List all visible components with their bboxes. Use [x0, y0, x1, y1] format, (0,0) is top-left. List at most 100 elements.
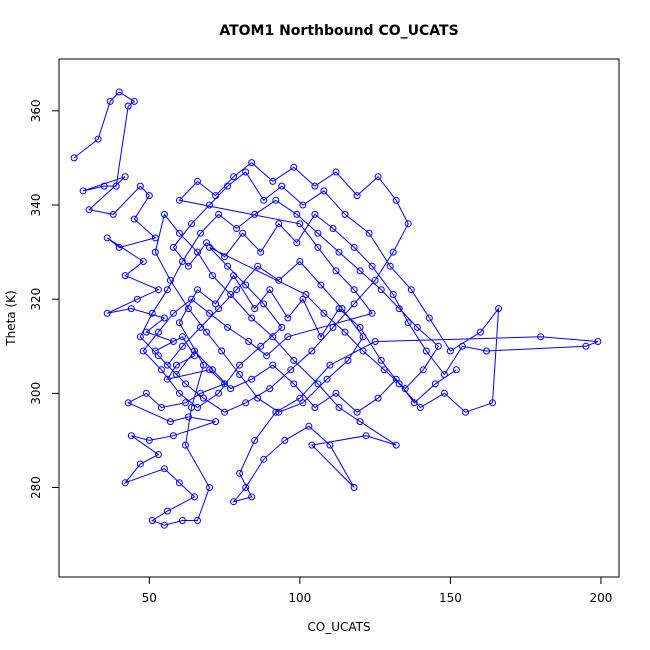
- data-point: [266, 385, 274, 393]
- data-point: [278, 323, 286, 331]
- data-point: [212, 192, 220, 200]
- data-point: [404, 319, 412, 327]
- data-point: [284, 314, 292, 322]
- data-point: [230, 498, 238, 506]
- data-point: [477, 328, 484, 336]
- data-point: [410, 399, 418, 407]
- data-point: [166, 418, 174, 426]
- data-point: [169, 432, 177, 440]
- data-point: [121, 479, 129, 487]
- data-point: [85, 206, 93, 214]
- data-point: [127, 305, 135, 313]
- data-point: [594, 338, 602, 345]
- data-point: [121, 173, 129, 181]
- data-point: [121, 272, 129, 280]
- data-point: [70, 154, 78, 162]
- data-point: [371, 338, 379, 345]
- x-tick-label: 200: [589, 591, 612, 605]
- x-tick-label: 100: [288, 591, 311, 605]
- data-point: [350, 300, 358, 308]
- data-point: [407, 286, 415, 294]
- data-point: [275, 220, 283, 228]
- data-point: [329, 225, 337, 232]
- x-axis-label: CO_UCATS: [307, 620, 370, 634]
- data-point: [272, 196, 280, 204]
- data-point: [462, 408, 469, 416]
- data-point: [299, 201, 307, 209]
- data-point: [326, 361, 334, 369]
- data-point: [209, 366, 216, 374]
- data-point: [145, 436, 153, 444]
- data-point: [242, 168, 250, 176]
- data-point: [296, 258, 304, 265]
- data-point: [100, 182, 108, 190]
- data-point: [182, 441, 189, 449]
- data-point: [206, 484, 213, 491]
- data-point: [260, 196, 268, 204]
- data-point: [413, 323, 421, 331]
- data-point: [157, 404, 165, 411]
- x-axis: 50 100 150 200: [142, 576, 612, 605]
- data-point: [248, 493, 256, 501]
- data-point: [350, 243, 358, 251]
- data-point: [302, 291, 310, 298]
- data-point: [103, 234, 111, 242]
- data-point: [269, 333, 277, 341]
- data-point: [175, 319, 183, 327]
- data-point: [422, 347, 430, 355]
- data-point: [311, 182, 319, 190]
- data-point: [317, 281, 325, 289]
- data-point: [206, 201, 213, 209]
- data-point: [489, 399, 496, 407]
- data-point: [136, 333, 144, 341]
- data-point: [242, 484, 250, 491]
- data-point: [115, 243, 123, 251]
- data-point: [194, 404, 201, 411]
- data-point: [582, 342, 590, 350]
- data-point: [212, 418, 220, 426]
- data-point: [350, 484, 358, 491]
- data-point: [242, 399, 250, 407]
- data-point: [248, 375, 256, 383]
- data-point: [440, 371, 448, 378]
- data-point: [365, 229, 373, 237]
- data-point: [172, 361, 180, 369]
- data-point: [227, 385, 235, 393]
- data-point: [209, 272, 216, 280]
- data-point: [197, 229, 204, 237]
- data-point: [290, 356, 298, 364]
- data-point: [230, 173, 238, 181]
- data-point: [458, 342, 466, 350]
- data-point: [206, 366, 213, 374]
- data-point: [380, 366, 388, 374]
- data-point: [320, 309, 328, 317]
- y-tick-label: 340: [29, 194, 43, 217]
- data-point: [431, 380, 439, 388]
- data-point: [338, 305, 346, 313]
- data-point: [332, 168, 340, 176]
- data-point: [419, 366, 427, 374]
- data-point: [335, 404, 343, 411]
- data-point: [227, 291, 235, 298]
- data-point: [416, 404, 424, 411]
- data-point: [160, 465, 168, 473]
- data-point: [154, 451, 162, 459]
- data-point: [191, 493, 198, 501]
- data-point: [175, 196, 183, 204]
- data-point: [236, 361, 244, 369]
- data-point: [79, 187, 87, 195]
- data-point: [236, 371, 244, 378]
- data-point: [151, 347, 159, 355]
- data-point: [194, 286, 201, 294]
- data-point: [103, 309, 111, 317]
- data-point: [434, 342, 442, 350]
- data-point: [130, 97, 138, 105]
- data-point: [326, 441, 334, 449]
- data-point: [401, 385, 409, 393]
- data-point: [254, 262, 262, 270]
- data-point: [215, 210, 223, 218]
- data-point: [106, 97, 114, 105]
- data-point: [200, 361, 207, 369]
- data-point: [224, 262, 232, 270]
- data-point: [239, 229, 247, 237]
